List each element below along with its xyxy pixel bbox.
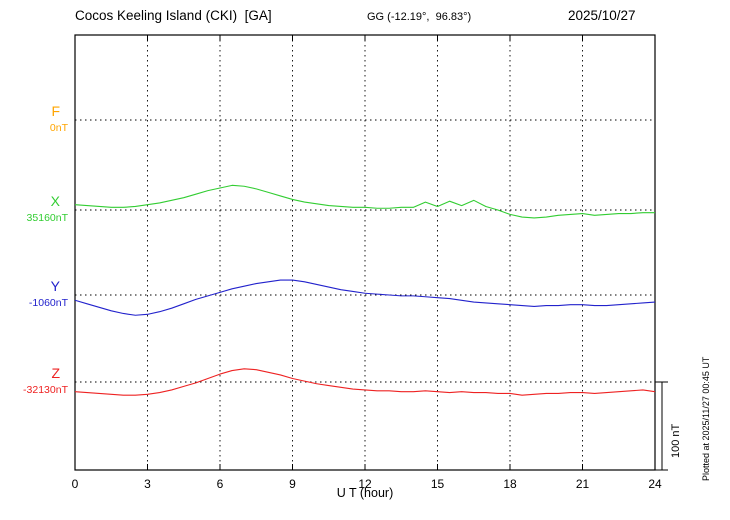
series-baseline-value-X: 35160nT [26,212,68,224]
series-label-X: X [50,193,60,209]
x-tick-label: 0 [71,477,79,491]
plot-date: 2025/10/27 [568,8,636,23]
x-tick-label: 24 [648,477,662,491]
plotted-at-note: Plotted at 2025/11/27 00:45 UT [701,356,711,481]
x-tick-label: 6 [216,477,224,491]
x-axis-label: U T (hour) [336,486,394,500]
series-label-F: F [51,103,60,119]
trace-X [74,184,655,219]
series-label-Y: Y [50,278,60,294]
gg-coordinates: GG (-12.19°, 96.83°) [367,11,472,23]
trace-Z [74,368,656,396]
trace-Y [74,279,656,316]
series-baseline-value-Y: -1060nT [28,297,68,309]
scale-bar-label: 100 nT [670,423,682,458]
x-tick-label: 18 [503,477,517,491]
series-label-Z: Z [51,365,60,381]
series-baseline-value-Z: -32130nT [23,384,68,396]
x-tick-label: 12 [358,477,372,491]
plot-title: Cocos Keeling Island (CKI) [GA] [75,8,272,23]
x-tick-label: 3 [144,477,151,491]
x-tick-label: 21 [575,477,590,491]
x-tick-label: 9 [289,477,296,491]
series-baseline-value-F: 0nT [49,122,68,134]
x-tick-label: 15 [430,477,445,491]
